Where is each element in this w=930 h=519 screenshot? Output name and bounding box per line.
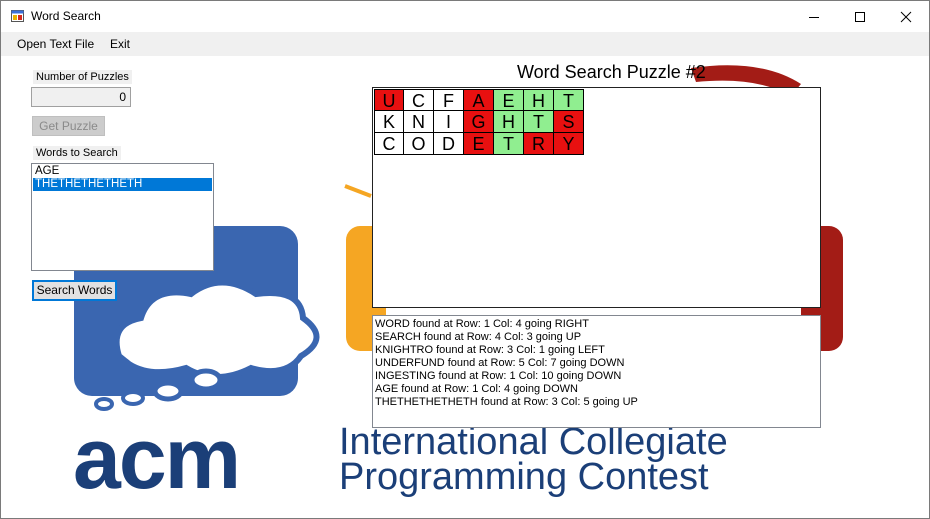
- minimize-icon: [809, 16, 819, 18]
- results-textbox[interactable]: WORD found at Row: 1 Col: 4 going RIGHT S…: [372, 315, 821, 428]
- grid-cell: U: [374, 89, 404, 111]
- close-icon: [900, 11, 912, 22]
- grid-cell: E: [464, 133, 494, 155]
- grid-cell: C: [404, 89, 434, 111]
- title-bar[interactable]: Word Search: [1, 1, 929, 32]
- minimize-button[interactable]: [791, 1, 837, 32]
- number-of-puzzles-field[interactable]: 0: [31, 87, 131, 107]
- search-words-button[interactable]: Search Words: [32, 280, 117, 301]
- grid-cell: C: [374, 133, 404, 155]
- menu-open-text-file[interactable]: Open Text File: [17, 37, 95, 51]
- grid-cell: T: [524, 111, 554, 133]
- result-line: SEARCH found at Row: 4 Col: 3 going UP: [375, 331, 582, 343]
- grid-cell: G: [464, 111, 494, 133]
- icpc-line-1: International Collegiate: [339, 421, 728, 463]
- grid-cell: F: [434, 89, 464, 111]
- grid-cell: T: [494, 133, 524, 155]
- close-button[interactable]: [883, 1, 929, 32]
- maximize-button[interactable]: [837, 1, 883, 32]
- grid-cell: I: [434, 111, 464, 133]
- window-title: Word Search: [31, 9, 101, 23]
- result-line: UNDERFUND found at Row: 5 Col: 7 going D…: [375, 357, 625, 369]
- grid-cell: E: [494, 89, 524, 111]
- acm-logo-text: acm: [73, 411, 239, 507]
- grid-cell: H: [524, 89, 554, 111]
- number-of-puzzles-label: Number of Puzzles: [33, 70, 132, 84]
- grid-cell: D: [434, 133, 464, 155]
- result-line: WORD found at Row: 1 Col: 4 going RIGHT: [375, 318, 589, 330]
- words-to-search-label: Words to Search: [33, 146, 121, 160]
- result-line: KNIGHTRO found at Row: 3 Col: 1 going LE…: [375, 344, 605, 356]
- result-line: INGESTING found at Row: 1 Col: 10 going …: [375, 370, 622, 382]
- grid-cell: N: [404, 111, 434, 133]
- result-line: THETHETHETHETH found at Row: 3 Col: 5 go…: [375, 396, 638, 408]
- word-list-item[interactable]: AGE: [35, 165, 60, 177]
- puzzle-title: Word Search Puzzle #2: [517, 62, 706, 82]
- grid-cell: A: [464, 89, 494, 111]
- grid-cell: R: [524, 133, 554, 155]
- grid-cell: O: [404, 133, 434, 155]
- grid-cell: T: [554, 89, 584, 111]
- grid-cell: S: [554, 111, 584, 133]
- grid-cell: Y: [554, 133, 584, 155]
- grid-cell: H: [494, 111, 524, 133]
- grid-cell: K: [374, 111, 404, 133]
- result-line: AGE found at Row: 1 Col: 4 going DOWN: [375, 383, 578, 395]
- menu-exit[interactable]: Exit: [110, 37, 131, 51]
- icpc-line-2: Programming Contest: [339, 456, 709, 498]
- words-to-search-list[interactable]: AGE THETHETHETHETH: [31, 163, 214, 271]
- maximize-icon: [855, 11, 865, 22]
- client-area: acm International Collegiate Programming…: [1, 56, 929, 518]
- app-window-icon: [11, 10, 24, 22]
- get-puzzle-button[interactable]: Get Puzzle: [32, 116, 105, 136]
- word-list-item[interactable]: THETHETHETHETH: [33, 178, 212, 191]
- acm-icpc-background-logo: acm International Collegiate Programming…: [73, 65, 843, 507]
- menu-bar: Open Text File Exit: [1, 32, 929, 56]
